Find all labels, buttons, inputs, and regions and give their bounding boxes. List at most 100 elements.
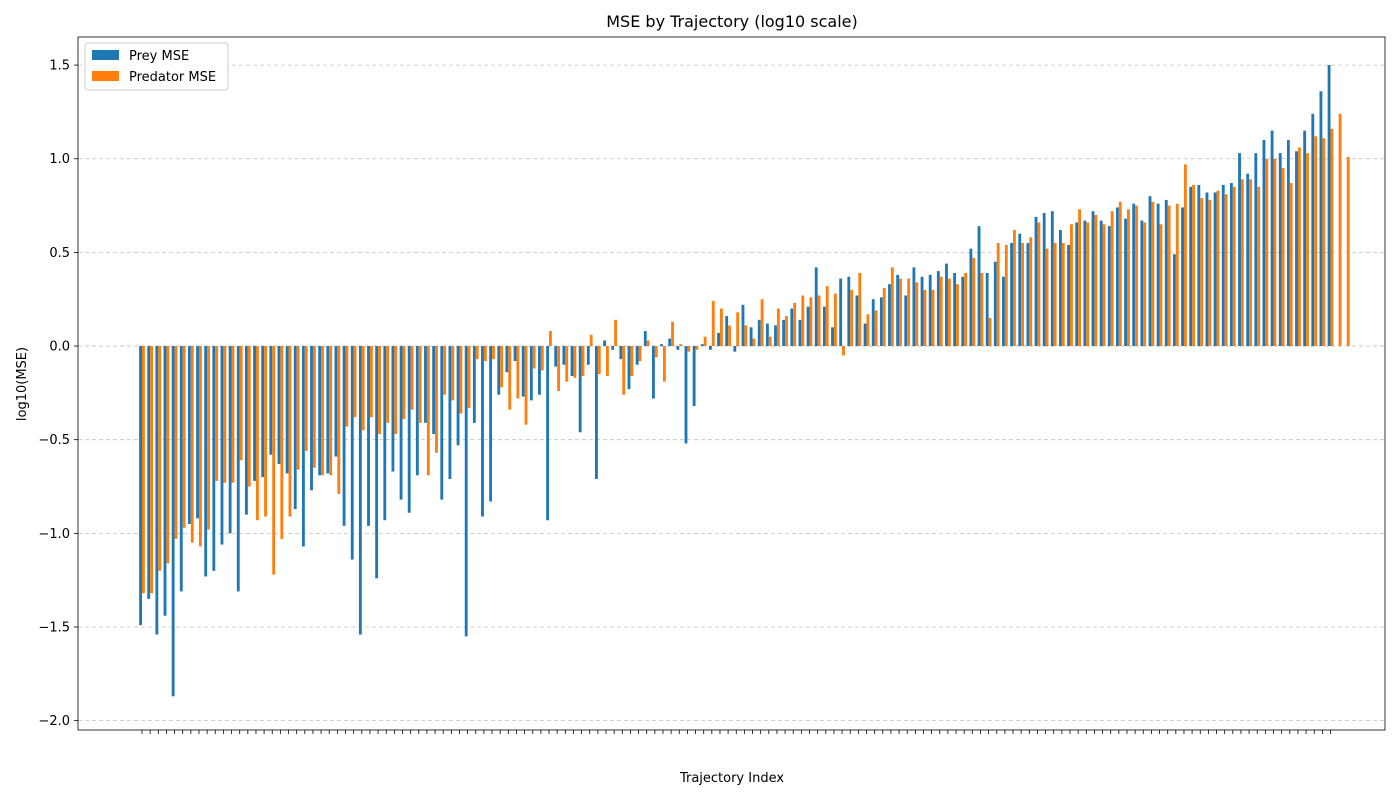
predator-bar bbox=[711, 301, 715, 347]
prey-bar bbox=[1238, 153, 1241, 347]
predator-bar bbox=[532, 346, 536, 369]
legend: Prey MSE Predator MSE bbox=[84, 42, 229, 91]
prey-bar bbox=[236, 346, 240, 592]
prey-bar bbox=[985, 272, 989, 347]
predator-bar bbox=[1110, 211, 1114, 347]
predator-bar bbox=[280, 346, 284, 539]
prey-bar bbox=[871, 299, 875, 347]
predator-bar bbox=[614, 319, 617, 347]
prey-bar bbox=[822, 306, 826, 347]
prey-bar bbox=[1286, 140, 1290, 347]
prey-bar bbox=[1010, 243, 1014, 347]
prey-bar bbox=[839, 278, 843, 347]
predator-bar bbox=[956, 284, 959, 347]
prey-bar bbox=[464, 346, 468, 637]
predator-bar bbox=[435, 346, 438, 453]
prey-bar bbox=[367, 346, 370, 526]
prey-bar bbox=[196, 346, 199, 519]
predator-bar bbox=[1200, 198, 1204, 347]
prey-bar bbox=[765, 323, 769, 347]
predator-bar bbox=[703, 336, 707, 347]
predator-bar bbox=[638, 346, 642, 362]
predator-bar bbox=[386, 346, 390, 423]
prey-bar bbox=[310, 346, 313, 491]
prey-bar bbox=[993, 261, 997, 347]
prey-bar bbox=[888, 284, 891, 347]
prey-bar bbox=[1107, 226, 1111, 347]
predator-bar bbox=[671, 321, 674, 347]
prey-bar bbox=[432, 346, 436, 435]
prey-bar bbox=[627, 346, 631, 390]
predator-bar bbox=[1192, 184, 1195, 347]
prey-bar bbox=[220, 346, 224, 545]
predator-bar bbox=[1061, 243, 1065, 347]
predator-bar bbox=[500, 346, 504, 388]
prey-bar bbox=[155, 346, 159, 635]
prey-bar bbox=[660, 344, 663, 347]
x-axis-label: Trajectory Index bbox=[679, 771, 784, 786]
predator-bar bbox=[1330, 128, 1334, 347]
predator-bar bbox=[907, 278, 911, 347]
prey-bar bbox=[1189, 186, 1193, 347]
prey-bar bbox=[424, 346, 427, 423]
predator-bar bbox=[1004, 244, 1008, 347]
prey-bar bbox=[1270, 130, 1274, 347]
prey-bar bbox=[334, 346, 338, 457]
predator-bar bbox=[939, 276, 943, 347]
prey-bar bbox=[1018, 233, 1022, 347]
prey-bar bbox=[1295, 151, 1298, 347]
predator-bar bbox=[581, 346, 585, 377]
prey-bar bbox=[1246, 173, 1250, 347]
predator-bar bbox=[1297, 147, 1301, 347]
predator-bar bbox=[190, 346, 194, 543]
prey-bar bbox=[578, 346, 582, 433]
prey-bar bbox=[293, 346, 297, 509]
prey-bar bbox=[505, 346, 509, 373]
predator-bar bbox=[1102, 224, 1106, 347]
legend-swatch-prey bbox=[92, 50, 119, 60]
predator-bar bbox=[1208, 199, 1212, 347]
predator-bar bbox=[1257, 186, 1261, 347]
prey-bar bbox=[595, 346, 598, 480]
prey-bar bbox=[774, 325, 777, 347]
prey-bar bbox=[285, 346, 289, 474]
predator-bar bbox=[207, 346, 210, 530]
predator-bar bbox=[923, 289, 927, 347]
prey-bar bbox=[652, 346, 655, 399]
predator-bar bbox=[321, 346, 324, 476]
prey-bar bbox=[472, 346, 476, 423]
prey-bar bbox=[611, 346, 615, 350]
predator-bar bbox=[1265, 158, 1269, 347]
prey-bar bbox=[171, 346, 175, 697]
predator-bar bbox=[915, 282, 919, 347]
prey-bar bbox=[521, 346, 525, 397]
predator-bar bbox=[809, 297, 813, 347]
predator-bar bbox=[1045, 248, 1049, 347]
predator-bar bbox=[646, 340, 650, 347]
prey-bar bbox=[1140, 220, 1144, 347]
predator-bar bbox=[378, 346, 381, 435]
predator-bar bbox=[980, 272, 984, 347]
prey-bar bbox=[920, 276, 924, 347]
predator-bar bbox=[239, 346, 243, 461]
prey-bar bbox=[953, 272, 957, 347]
prey-bar bbox=[1205, 192, 1209, 347]
predator-bar bbox=[695, 346, 699, 350]
prey-bar bbox=[1164, 199, 1168, 347]
prey-bar bbox=[448, 346, 452, 480]
y-tick-label: −2.0 bbox=[38, 714, 70, 729]
predator-bar bbox=[142, 346, 145, 594]
predator-bar bbox=[890, 267, 894, 347]
predator-bar bbox=[1078, 209, 1081, 347]
prey-bar bbox=[969, 248, 973, 347]
predator-bar bbox=[410, 346, 414, 410]
predator-bar bbox=[540, 346, 544, 371]
prey-bar bbox=[1254, 153, 1258, 347]
prey-bar bbox=[977, 226, 981, 347]
prey-bar bbox=[244, 346, 248, 515]
prey-bar bbox=[928, 274, 932, 347]
prey-bar bbox=[855, 295, 859, 347]
prey-bar bbox=[1303, 130, 1307, 347]
prey-bar bbox=[1229, 183, 1233, 347]
prey-bar bbox=[1124, 218, 1127, 347]
